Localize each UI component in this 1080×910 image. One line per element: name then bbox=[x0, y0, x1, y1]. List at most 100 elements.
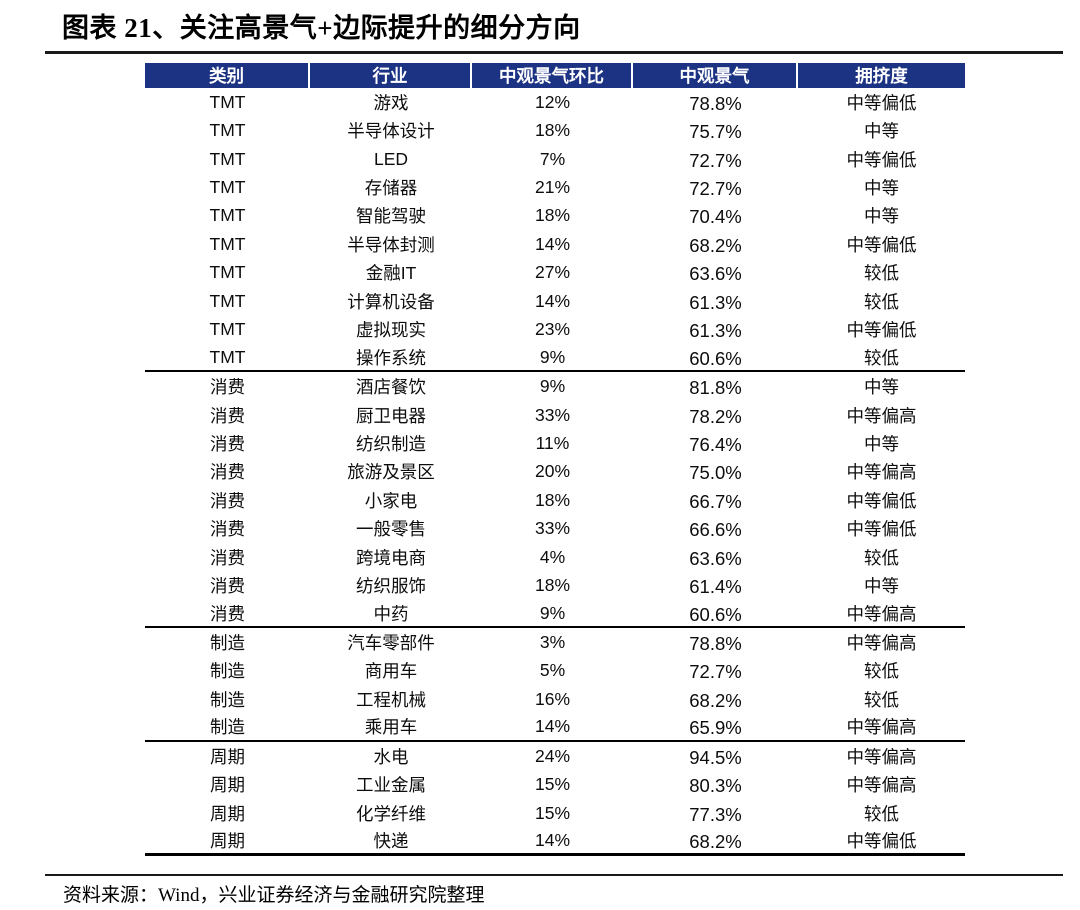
cell-prosperity-mom: 18% bbox=[534, 205, 571, 226]
table-row: 制造 商用车 5% 72.7% 较低 bbox=[145, 657, 965, 685]
cell-industry: 小家电 bbox=[364, 490, 418, 511]
cell-industry: 中药 bbox=[373, 603, 409, 624]
cell-crowding: 中等偏低 bbox=[846, 92, 917, 113]
cell-prosperity: 63.6% bbox=[689, 263, 742, 285]
column-header-prosperity: 中观景气 bbox=[633, 63, 798, 88]
cell-industry: 快递 bbox=[373, 830, 409, 851]
cell-prosperity: 72.7% bbox=[689, 178, 742, 200]
cell-category: 周期 bbox=[210, 830, 245, 851]
cell-category: 消费 bbox=[210, 405, 245, 426]
cell-prosperity-mom: 14% bbox=[534, 829, 571, 850]
cell-industry: 厨卫电器 bbox=[356, 405, 426, 426]
cell-prosperity-mom: 27% bbox=[534, 262, 571, 283]
cell-category: 制造 bbox=[210, 717, 245, 738]
cell-category: 消费 bbox=[210, 519, 245, 540]
cell-crowding: 较低 bbox=[864, 547, 899, 568]
cell-prosperity-mom: 9% bbox=[539, 602, 566, 623]
cell-crowding: 中等偏低 bbox=[846, 830, 917, 851]
column-header-prosperity-mom: 中观景气环比 bbox=[472, 63, 633, 88]
cell-industry: 存储器 bbox=[364, 178, 418, 199]
cell-category: 周期 bbox=[210, 775, 245, 796]
figure-title: 图表 21、关注高景气+边际提升的细分方向 bbox=[62, 13, 581, 43]
table-row: 制造 汽车零部件 3% 78.8% 中等偏高 bbox=[145, 628, 965, 656]
cell-crowding: 中等偏高 bbox=[846, 717, 917, 738]
table-row: 周期 快递 14% 68.2% 中等偏低 bbox=[145, 827, 965, 856]
cell-crowding: 较低 bbox=[864, 661, 899, 682]
cell-prosperity: 66.7% bbox=[689, 490, 742, 512]
cell-prosperity: 60.6% bbox=[689, 603, 742, 625]
cell-category: TMT bbox=[209, 148, 246, 169]
cell-category: 消费 bbox=[210, 433, 245, 454]
cell-crowding: 中等 bbox=[864, 576, 899, 597]
cell-category: TMT bbox=[209, 91, 246, 112]
cell-crowding: 中等偏高 bbox=[846, 633, 917, 654]
cell-crowding: 中等偏低 bbox=[846, 149, 917, 170]
cell-prosperity-mom: 9% bbox=[539, 376, 566, 397]
table-row: TMT 游戏 12% 78.8% 中等偏低 bbox=[145, 88, 965, 116]
cell-category: 周期 bbox=[210, 803, 245, 824]
cell-prosperity-mom: 12% bbox=[534, 91, 571, 112]
cell-category: TMT bbox=[209, 346, 246, 367]
cell-crowding: 中等偏高 bbox=[846, 603, 917, 624]
table-row: TMT 半导体封测 14% 68.2% 中等偏低 bbox=[145, 230, 965, 258]
cell-industry: 游戏 bbox=[373, 92, 409, 113]
cell-crowding: 中等偏低 bbox=[846, 490, 917, 511]
cell-category: 消费 bbox=[210, 490, 245, 511]
cell-crowding: 较低 bbox=[864, 263, 899, 284]
cell-crowding: 中等偏低 bbox=[846, 519, 917, 540]
cell-prosperity-mom: 33% bbox=[534, 518, 571, 539]
cell-category: TMT bbox=[209, 177, 246, 198]
cell-prosperity-mom: 15% bbox=[534, 802, 571, 823]
cell-industry: 一般零售 bbox=[356, 519, 426, 540]
cell-prosperity: 78.8% bbox=[689, 633, 742, 655]
cell-crowding: 中等偏低 bbox=[846, 234, 917, 255]
cell-crowding: 中等 bbox=[864, 206, 899, 227]
cell-prosperity: 75.7% bbox=[689, 121, 742, 143]
cell-category: TMT bbox=[209, 319, 246, 340]
cell-prosperity: 75.0% bbox=[689, 462, 742, 484]
cell-prosperity-mom: 21% bbox=[534, 177, 571, 198]
cell-industry: 操作系统 bbox=[356, 347, 426, 368]
table-row: 消费 小家电 18% 66.7% 中等偏低 bbox=[145, 486, 965, 514]
cell-crowding: 中等偏高 bbox=[846, 746, 917, 767]
cell-prosperity: 61.4% bbox=[689, 576, 742, 598]
cell-crowding: 较低 bbox=[864, 803, 899, 824]
table-header-row: 类别 行业 中观景气环比 中观景气 拥挤度 bbox=[145, 63, 965, 88]
table-row: 周期 化学纤维 15% 77.3% 较低 bbox=[145, 799, 965, 827]
cell-industry: 智能驾驶 bbox=[356, 206, 426, 227]
cell-industry: 纺织服饰 bbox=[356, 576, 426, 597]
table-row: TMT LED 7% 72.7% 中等偏低 bbox=[145, 145, 965, 173]
cell-prosperity: 77.3% bbox=[689, 803, 742, 825]
cell-prosperity: 72.7% bbox=[689, 149, 742, 171]
table-row: TMT 虚拟现实 23% 61.3% 中等偏低 bbox=[145, 316, 965, 344]
cell-prosperity-mom: 23% bbox=[534, 319, 571, 340]
cell-category: 消费 bbox=[210, 377, 245, 398]
cell-industry: 乘用车 bbox=[364, 717, 418, 738]
cell-category: 制造 bbox=[210, 689, 245, 710]
cell-prosperity-mom: 7% bbox=[539, 148, 566, 169]
cell-category: 制造 bbox=[210, 633, 245, 654]
cell-prosperity: 70.4% bbox=[689, 206, 742, 228]
cell-crowding: 较低 bbox=[864, 291, 899, 312]
cell-prosperity: 94.5% bbox=[689, 746, 742, 768]
cell-industry: 半导体封测 bbox=[347, 234, 435, 255]
cell-prosperity: 76.4% bbox=[689, 433, 742, 455]
table-body: TMT 游戏 12% 78.8% 中等偏低 TMT 半导体设计 18% 75.7… bbox=[145, 88, 965, 856]
table-row: TMT 智能驾驶 18% 70.4% 中等 bbox=[145, 202, 965, 230]
table-row: 周期 水电 24% 94.5% 中等偏高 bbox=[145, 742, 965, 770]
cell-prosperity-mom: 11% bbox=[535, 432, 570, 453]
title-underline-rule bbox=[45, 51, 1063, 54]
cell-industry: 水电 bbox=[373, 746, 409, 767]
cell-prosperity-mom: 14% bbox=[534, 233, 571, 254]
cell-prosperity-mom: 16% bbox=[534, 688, 571, 709]
cell-crowding: 较低 bbox=[864, 689, 899, 710]
cell-prosperity: 66.6% bbox=[689, 519, 742, 541]
cell-industry: 半导体设计 bbox=[347, 121, 435, 142]
cell-industry: 虚拟现实 bbox=[356, 320, 426, 341]
cell-prosperity: 78.8% bbox=[689, 92, 742, 114]
cell-prosperity-mom: 14% bbox=[534, 716, 571, 737]
cell-industry: 化学纤维 bbox=[356, 803, 426, 824]
cell-category: 消费 bbox=[210, 603, 245, 624]
cell-industry: 金融IT bbox=[365, 263, 417, 284]
